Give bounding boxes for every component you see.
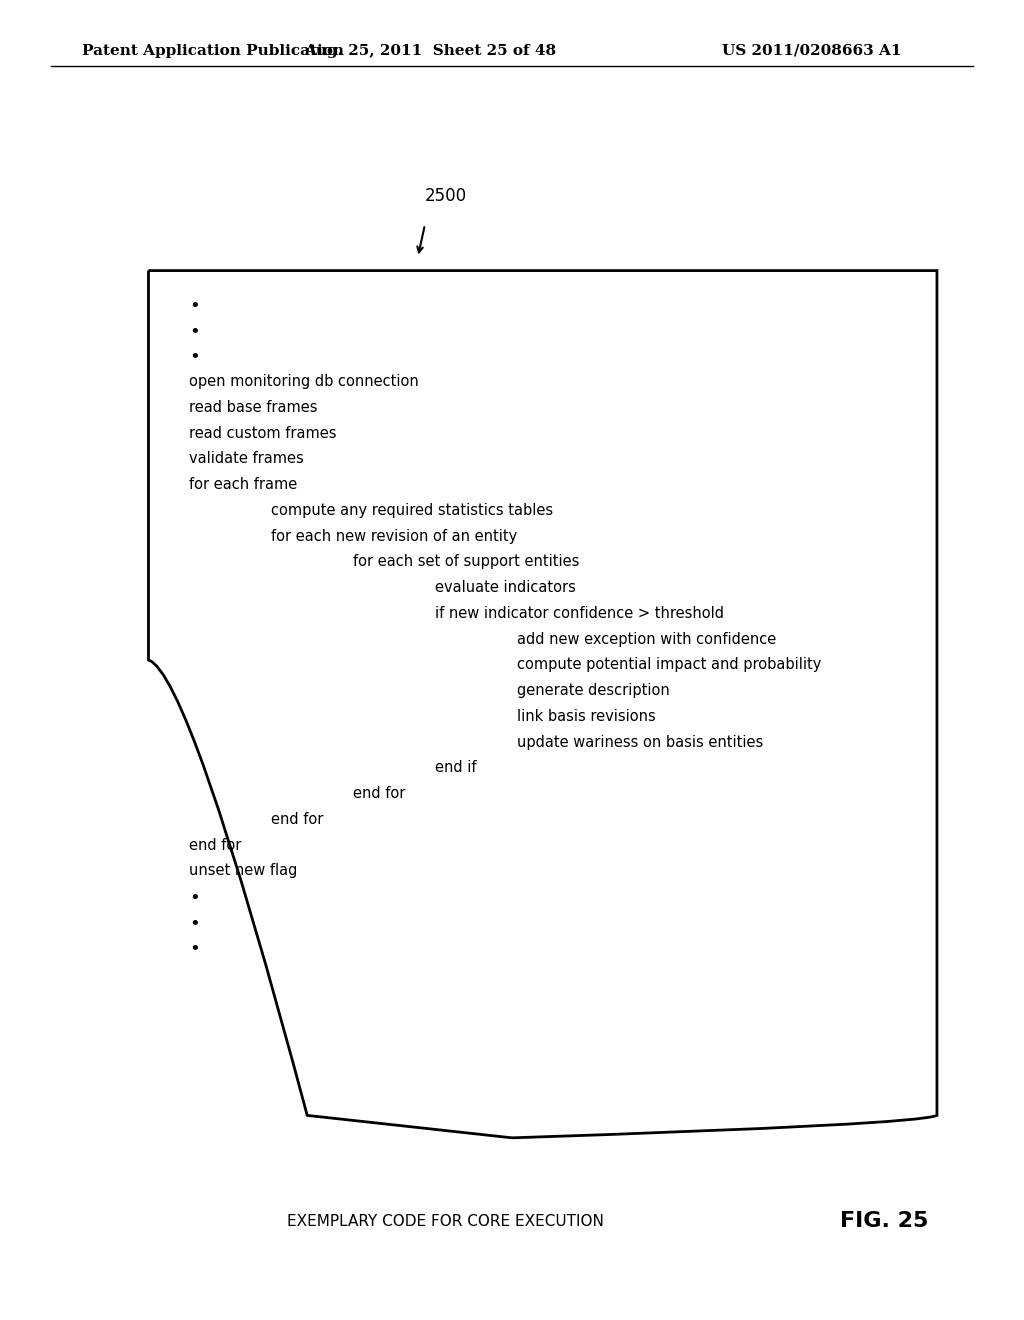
Text: compute potential impact and probability: compute potential impact and probability xyxy=(517,657,821,672)
Text: US 2011/0208663 A1: US 2011/0208663 A1 xyxy=(722,44,901,58)
Text: •: • xyxy=(189,940,200,958)
Text: end for: end for xyxy=(189,837,242,853)
Text: •: • xyxy=(189,890,200,907)
Text: •: • xyxy=(189,915,200,933)
Text: end for: end for xyxy=(271,812,324,826)
Text: end for: end for xyxy=(353,785,406,801)
Text: if new indicator confidence > threshold: if new indicator confidence > threshold xyxy=(435,606,724,620)
Text: read custom frames: read custom frames xyxy=(189,425,337,441)
Text: generate description: generate description xyxy=(517,682,670,698)
Text: read base frames: read base frames xyxy=(189,400,317,414)
Text: link basis revisions: link basis revisions xyxy=(517,709,655,723)
Text: •: • xyxy=(189,322,200,341)
Text: validate frames: validate frames xyxy=(189,451,304,466)
Text: evaluate indicators: evaluate indicators xyxy=(435,581,577,595)
Text: compute any required statistics tables: compute any required statistics tables xyxy=(271,503,554,517)
Text: open monitoring db connection: open monitoring db connection xyxy=(189,375,419,389)
Text: end if: end if xyxy=(435,760,477,775)
Text: for each frame: for each frame xyxy=(189,477,298,492)
Text: Aug. 25, 2011  Sheet 25 of 48: Aug. 25, 2011 Sheet 25 of 48 xyxy=(304,44,556,58)
Text: 2500: 2500 xyxy=(425,186,467,205)
Text: for each new revision of an entity: for each new revision of an entity xyxy=(271,528,517,544)
Text: for each set of support entities: for each set of support entities xyxy=(353,554,580,569)
Text: EXEMPLARY CODE FOR CORE EXECUTION: EXEMPLARY CODE FOR CORE EXECUTION xyxy=(287,1213,603,1229)
Text: Patent Application Publication: Patent Application Publication xyxy=(82,44,344,58)
Text: unset new flag: unset new flag xyxy=(189,863,298,878)
Text: •: • xyxy=(189,297,200,315)
Text: FIG. 25: FIG. 25 xyxy=(840,1210,928,1232)
Text: add new exception with confidence: add new exception with confidence xyxy=(517,631,776,647)
Text: •: • xyxy=(189,348,200,367)
Text: update wariness on basis entities: update wariness on basis entities xyxy=(517,734,763,750)
